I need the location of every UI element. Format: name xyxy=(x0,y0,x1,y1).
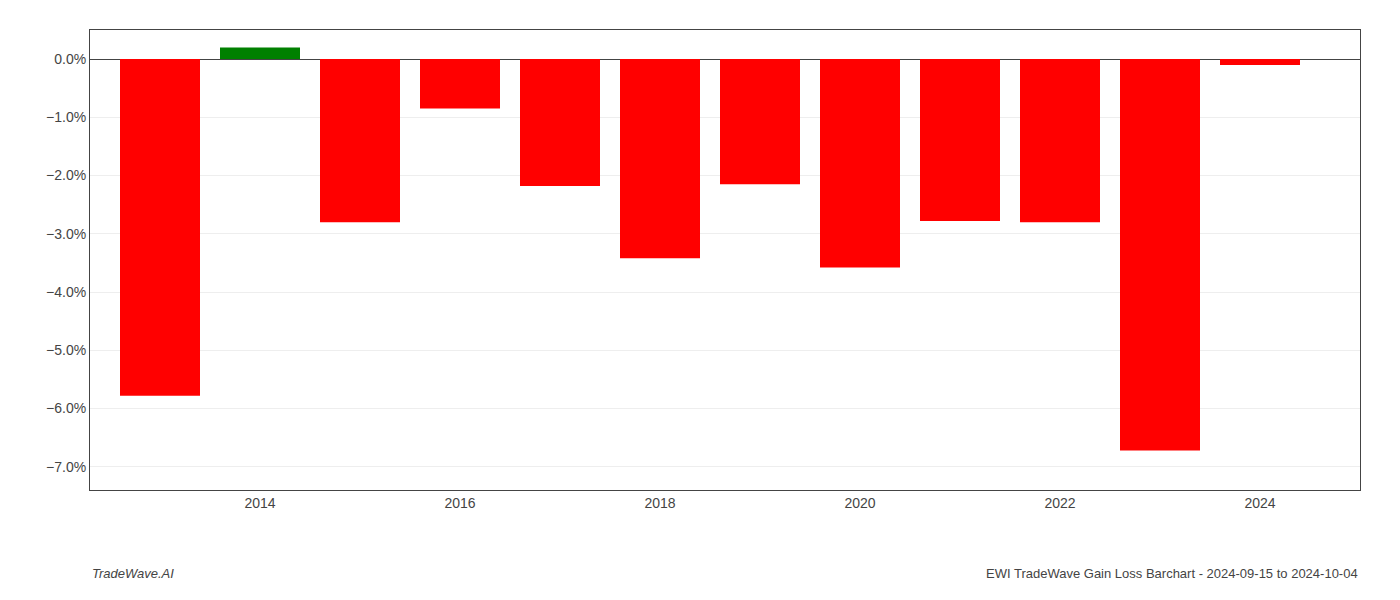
svg-text:TradeWave.AI: TradeWave.AI xyxy=(92,566,174,581)
svg-text:0.0%: 0.0% xyxy=(54,51,86,67)
svg-text:−3.0%: −3.0% xyxy=(46,226,86,242)
svg-text:−7.0%: −7.0% xyxy=(46,459,86,475)
svg-text:2020: 2020 xyxy=(844,495,875,511)
svg-text:2016: 2016 xyxy=(444,495,475,511)
svg-text:2018: 2018 xyxy=(644,495,675,511)
svg-text:−2.0%: −2.0% xyxy=(46,167,86,183)
svg-text:2014: 2014 xyxy=(244,495,275,511)
svg-text:−1.0%: −1.0% xyxy=(46,109,86,125)
svg-text:EWI TradeWave Gain Loss Barcha: EWI TradeWave Gain Loss Barchart - 2024-… xyxy=(986,566,1358,581)
svg-text:2024: 2024 xyxy=(1244,495,1275,511)
svg-text:−4.0%: −4.0% xyxy=(46,284,86,300)
svg-text:−6.0%: −6.0% xyxy=(46,400,86,416)
svg-text:−5.0%: −5.0% xyxy=(46,342,86,358)
svg-text:2022: 2022 xyxy=(1044,495,1075,511)
